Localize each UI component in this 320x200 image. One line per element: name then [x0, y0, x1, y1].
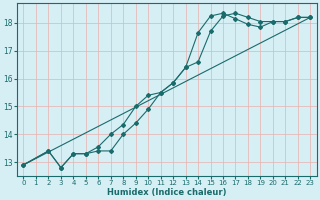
X-axis label: Humidex (Indice chaleur): Humidex (Indice chaleur) — [107, 188, 227, 197]
